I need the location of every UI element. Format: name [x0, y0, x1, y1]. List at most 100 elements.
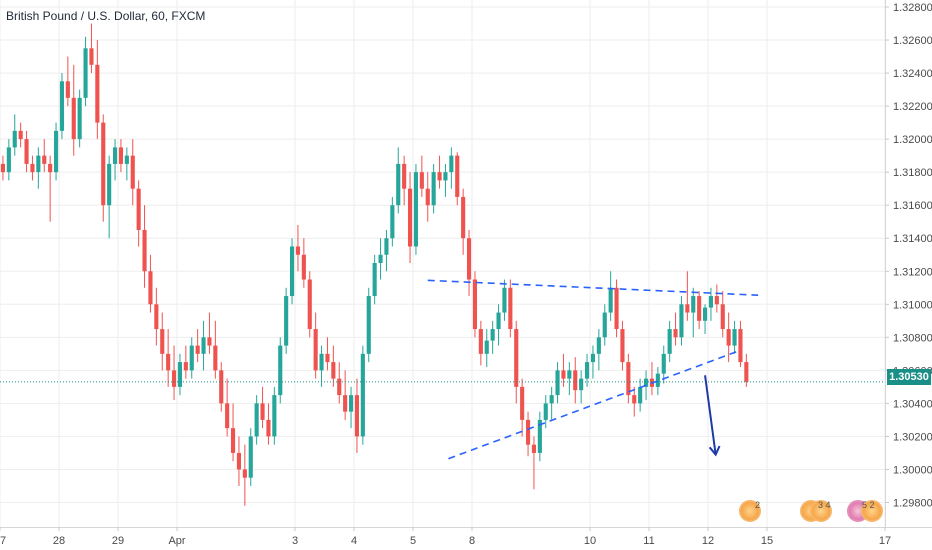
candle-body: [602, 312, 607, 338]
economic-event-3[interactable]: 5 2: [847, 499, 885, 522]
candle-up: [431, 163, 436, 214]
candle-body: [366, 296, 371, 354]
candle-body: [95, 64, 100, 123]
candle-body: [655, 373, 660, 387]
candle-up: [177, 353, 183, 396]
candle-down: [508, 279, 513, 338]
candle-down: [531, 436, 537, 490]
candle-body: [59, 81, 65, 131]
candle-body: [732, 329, 737, 346]
candle-down: [307, 271, 312, 338]
candle-up: [372, 254, 377, 305]
candle-down: [697, 291, 702, 330]
candle-body: [266, 419, 271, 437]
candle-up: [396, 147, 401, 214]
candle-body: [130, 155, 135, 189]
us-flag-icon: [739, 500, 761, 522]
price-tick-label: 1.31400: [893, 233, 932, 245]
candle-down: [525, 411, 531, 457]
economic-event-2[interactable]: 3 4: [800, 499, 840, 522]
candle-body: [195, 345, 200, 354]
candle-body: [160, 329, 165, 354]
candle-body: [484, 340, 489, 354]
candle-body: [514, 329, 519, 387]
candle-body: [419, 172, 424, 189]
candle-body: [219, 370, 224, 404]
candle-down: [160, 312, 165, 371]
candle-body: [643, 378, 649, 387]
candle-body: [101, 122, 106, 206]
candle-body: [272, 395, 277, 437]
candle-body: [112, 147, 118, 164]
candle-up: [732, 320, 737, 354]
candle-body: [24, 139, 29, 164]
candle-body: [343, 395, 348, 412]
price-tick-label: 1.31200: [893, 266, 932, 278]
candle-down: [183, 345, 188, 379]
candle-body: [260, 403, 265, 420]
candle-up: [77, 89, 82, 148]
candle-body: [573, 370, 578, 391]
time-tick-label: Apr: [168, 535, 185, 547]
candle-up: [496, 304, 501, 346]
time-tick-label: 15: [761, 535, 773, 547]
candle-down: [726, 312, 731, 363]
candle-down: [148, 254, 153, 313]
candle-down: [437, 155, 442, 189]
candle-body: [525, 419, 531, 445]
candle-body: [537, 419, 542, 453]
candle-up: [378, 238, 383, 280]
candle-body: [407, 188, 413, 247]
candle-down: [626, 353, 631, 404]
candle-down: [219, 362, 224, 412]
price-tick-label: 1.31800: [893, 167, 932, 179]
candle-body: [295, 246, 301, 255]
candle-body: [691, 296, 696, 313]
candle-body: [638, 386, 643, 404]
current-price-label: 1.30530: [887, 369, 931, 385]
candle-body: [620, 329, 625, 363]
candle-body: [561, 370, 566, 379]
candle-down: [402, 155, 407, 206]
candle-down: [236, 436, 242, 486]
candle-body: [166, 353, 171, 371]
candle-up: [124, 147, 129, 181]
candle-body: [443, 172, 448, 181]
candle-up: [708, 287, 714, 321]
candle-body: [579, 378, 584, 391]
candle-body: [354, 395, 360, 437]
candle-up: [490, 320, 495, 354]
time-tick-label: 27: [0, 535, 6, 547]
candle-down: [207, 312, 212, 354]
candle-body: [118, 147, 124, 164]
candle-up: [59, 73, 65, 140]
candle-body: [154, 304, 159, 330]
time-axis[interactable]: 27 28 29 Apr 3 4 5 8 10 11 12 15 17: [0, 527, 891, 547]
candle-down: [632, 386, 637, 417]
candle-up: [36, 147, 41, 189]
candle-body: [402, 163, 407, 189]
candle-body: [455, 155, 460, 197]
candle-up: [248, 428, 253, 486]
time-tick-label: 3: [292, 535, 298, 547]
candle-down: [24, 130, 29, 173]
forecast-arrow: [704, 375, 717, 455]
candle-up: [319, 345, 324, 387]
candle-body: [30, 163, 35, 173]
candle-down: [301, 238, 306, 288]
candle-down: [561, 353, 566, 387]
event-count: 5 2: [862, 500, 875, 510]
price-axis[interactable]: 1.32800 1.32600 1.32400 1.32200 1.32000 1.318…: [885, 2, 932, 509]
candle-down: [89, 23, 94, 74]
candle-down: [614, 279, 619, 338]
candle-up: [590, 345, 596, 379]
candle-down: [142, 205, 147, 288]
candle-body: [248, 436, 253, 478]
candle-body: [319, 353, 324, 371]
candle-down: [154, 287, 159, 346]
economic-event-1[interactable]: 2: [739, 499, 769, 522]
candle-body: [567, 370, 572, 379]
candle-body: [313, 329, 318, 371]
candle-up: [83, 36, 88, 107]
